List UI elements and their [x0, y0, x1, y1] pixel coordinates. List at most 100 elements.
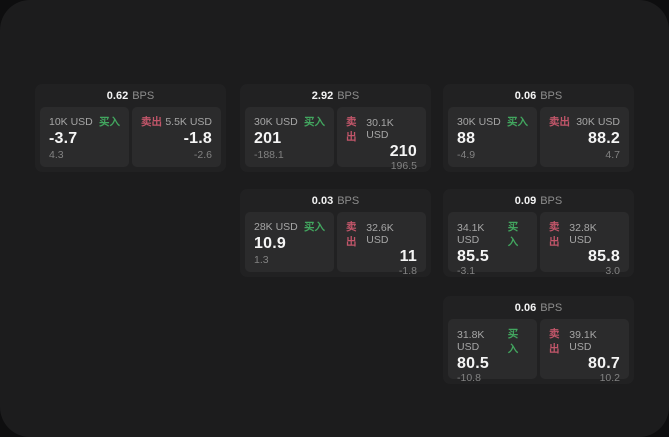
buy-label: 买入 [507, 221, 519, 248]
quote-card: 0.06 BPS 31.8K USD 买入 80.5 -10.8 卖出 39.1… [443, 296, 634, 384]
quote-card: 2.92 BPS 30K USD 买入 201 -188.1 卖出 30.1K … [240, 84, 431, 172]
card-body: 30K USD 买入 88 -4.9 卖出 30K USD 88.2 4.7 [448, 107, 629, 167]
sell-tile-header: 卖出 32.8K USD [549, 219, 620, 249]
buy-price: 85.5 [457, 248, 489, 265]
buy-delta: 4.3 [49, 149, 64, 161]
spread-value: 0.09 [514, 194, 537, 207]
buy-tile[interactable]: 31.8K USD 买入 80.5 -10.8 [448, 319, 537, 384]
buy-size: 28K USD [254, 220, 298, 233]
sell-label: 卖出 [346, 116, 357, 143]
sell-label: 卖出 [549, 116, 570, 128]
card-body: 30K USD 买入 201 -188.1 卖出 30.1K USD 210 1… [245, 107, 426, 172]
sell-tile-header: 卖出 39.1K USD [549, 326, 620, 356]
buy-tile[interactable]: 34.1K USD 买入 85.5 -3.1 [448, 212, 537, 277]
buy-size: 31.8K USD [457, 329, 485, 353]
card-header: 2.92 BPS [245, 84, 426, 107]
sell-delta: -2.6 [193, 149, 212, 161]
spread-value: 0.06 [514, 301, 537, 314]
spread-value: 2.92 [311, 89, 334, 102]
quote-card: 0.62 BPS 10K USD 买入 -3.7 4.3 卖出 5.5K USD… [35, 84, 226, 172]
buy-delta: -4.9 [457, 149, 476, 161]
sell-size: 30K USD [576, 115, 620, 128]
sell-size: 5.5K USD [165, 115, 212, 128]
buy-price: 201 [254, 130, 282, 147]
sell-size: 32.6K USD [366, 222, 394, 246]
sell-delta: 4.7 [605, 149, 620, 161]
card-header: 0.03 BPS [245, 189, 426, 212]
spread-unit-label: BPS [540, 89, 563, 102]
sell-price: -1.8 [183, 130, 212, 147]
sell-delta: 10.2 [599, 372, 620, 384]
card-body: 10K USD 买入 -3.7 4.3 卖出 5.5K USD -1.8 -2.… [40, 107, 221, 167]
spread-unit-label: BPS [540, 301, 563, 314]
buy-size: 30K USD [457, 115, 501, 128]
sell-price: 85.8 [588, 248, 620, 265]
card-header: 0.09 BPS [448, 189, 629, 212]
spread-unit-label: BPS [540, 194, 563, 207]
buy-size: 30K USD [254, 115, 298, 128]
sell-delta: 3.0 [605, 265, 620, 277]
sell-tile[interactable]: 卖出 30.1K USD 210 196.5 [337, 107, 426, 172]
quote-card: 0.03 BPS 28K USD 买入 10.9 1.3 卖出 32.6K US… [240, 189, 431, 277]
buy-tile-header: 34.1K USD 买入 [457, 219, 528, 249]
card-body: 34.1K USD 买入 85.5 -3.1 卖出 32.8K USD 85.8… [448, 212, 629, 277]
buy-delta: -3.1 [457, 265, 476, 277]
spread-value: 0.03 [311, 194, 334, 207]
buy-label: 买入 [507, 328, 519, 355]
sell-tile[interactable]: 卖出 30K USD 88.2 4.7 [540, 107, 629, 167]
buy-size: 34.1K USD [457, 222, 485, 246]
sell-delta: 196.5 [390, 160, 417, 172]
buy-tile-header: 30K USD 买入 [254, 114, 325, 129]
sell-tile-header: 卖出 5.5K USD [141, 114, 212, 129]
buy-label: 买入 [507, 116, 528, 128]
buy-tile[interactable]: 30K USD 买入 201 -188.1 [245, 107, 334, 167]
spread-value: 0.06 [514, 89, 537, 102]
sell-price: 80.7 [588, 355, 620, 372]
sell-tile[interactable]: 卖出 5.5K USD -1.8 -2.6 [132, 107, 221, 167]
buy-delta: -10.8 [457, 372, 481, 384]
sell-price: 11 [399, 248, 417, 265]
sell-price: 210 [389, 143, 417, 160]
buy-tile[interactable]: 10K USD 买入 -3.7 4.3 [40, 107, 129, 167]
sell-tile[interactable]: 卖出 32.8K USD 85.8 3.0 [540, 212, 629, 277]
sell-tile-header: 卖出 32.6K USD [346, 219, 417, 249]
buy-delta: 1.3 [254, 254, 269, 266]
spread-unit-label: BPS [132, 89, 155, 102]
spread-value: 0.62 [106, 89, 129, 102]
sell-size: 39.1K USD [569, 329, 597, 353]
buy-price: 88 [457, 130, 476, 147]
sell-size: 30.1K USD [366, 117, 394, 141]
sell-label: 卖出 [549, 328, 560, 355]
buy-tile[interactable]: 28K USD 买入 10.9 1.3 [245, 212, 334, 272]
sell-tile[interactable]: 卖出 32.6K USD 11 -1.8 [337, 212, 426, 277]
sell-delta: -1.8 [398, 265, 417, 277]
buy-label: 买入 [304, 116, 325, 128]
card-body: 28K USD 买入 10.9 1.3 卖出 32.6K USD 11 -1.8 [245, 212, 426, 277]
quote-card: 0.06 BPS 30K USD 买入 88 -4.9 卖出 30K USD 8… [443, 84, 634, 172]
buy-delta: -188.1 [254, 149, 284, 161]
buy-label: 买入 [99, 116, 120, 128]
spread-unit-label: BPS [337, 89, 360, 102]
card-header: 0.06 BPS [448, 84, 629, 107]
buy-price: -3.7 [49, 130, 78, 147]
buy-label: 买入 [304, 221, 325, 233]
card-header: 0.62 BPS [40, 84, 221, 107]
sell-label: 卖出 [346, 221, 357, 248]
sell-price: 88.2 [588, 130, 620, 147]
buy-tile-header: 31.8K USD 买入 [457, 326, 528, 356]
buy-tile-header: 10K USD 买入 [49, 114, 120, 129]
card-header: 0.06 BPS [448, 296, 629, 319]
buy-price: 10.9 [254, 235, 286, 252]
buy-price: 80.5 [457, 355, 489, 372]
buy-tile-header: 30K USD 买入 [457, 114, 528, 129]
buy-tile[interactable]: 30K USD 买入 88 -4.9 [448, 107, 537, 167]
sell-tile-header: 卖出 30K USD [549, 114, 620, 129]
quote-card: 0.09 BPS 34.1K USD 买入 85.5 -3.1 卖出 32.8K… [443, 189, 634, 277]
sell-label: 卖出 [549, 221, 560, 248]
sell-tile-header: 卖出 30.1K USD [346, 114, 417, 144]
sell-label: 卖出 [141, 116, 162, 128]
sell-tile[interactable]: 卖出 39.1K USD 80.7 10.2 [540, 319, 629, 384]
buy-tile-header: 28K USD 买入 [254, 219, 325, 234]
buy-size: 10K USD [49, 115, 93, 128]
